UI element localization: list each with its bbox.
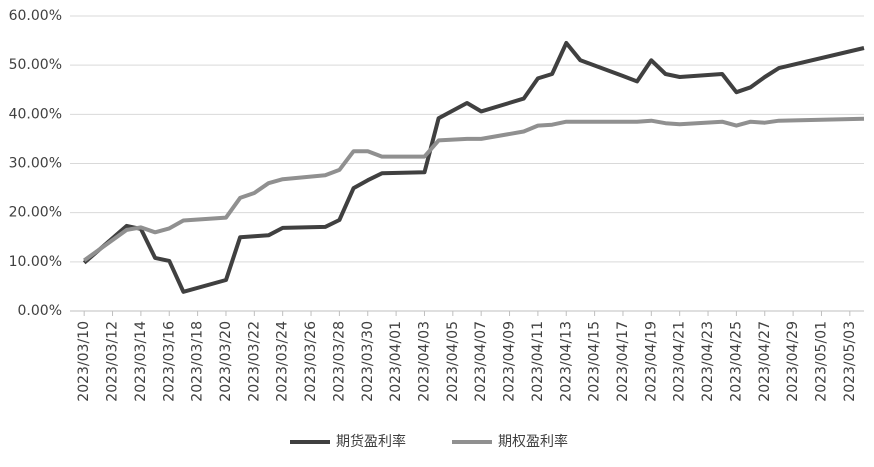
x-tick-label: 2023/04/29 [785,321,801,402]
x-tick-label: 2023/03/28 [331,321,347,402]
x-tick-label: 2023/03/24 [275,321,291,402]
x-tick-label: 2023/04/09 [502,321,518,402]
y-tick-label: 20.00% [9,205,62,221]
x-tick-label: 2023/03/10 [76,321,92,402]
x-tick-label: 2023/03/26 [303,321,319,402]
x-tick-label: 2023/04/25 [728,321,744,402]
x-tick-label: 2023/03/30 [360,321,376,402]
x-tick-label: 2023/04/19 [643,321,659,402]
x-tick-label: 2023/04/17 [615,321,631,402]
series-line [83,116,865,263]
x-tick-label: 2023/03/16 [161,321,177,402]
y-tick-label: 60.00% [9,8,62,24]
x-tick-label: 2023/04/05 [445,321,461,402]
y-tick-label: 10.00% [9,254,62,270]
x-tick-label: 2023/04/21 [672,321,688,402]
x-tick-label: 2023/03/12 [105,321,121,402]
x-tick-label: 2023/04/03 [416,321,432,402]
y-tick-label: 30.00% [9,156,62,172]
x-tick-label: 2023/04/07 [473,321,489,402]
x-tick-label: 2023/03/14 [133,321,149,402]
y-tick-label: 50.00% [9,57,62,73]
series-line [82,41,865,294]
y-tick-label: 0.00% [18,303,62,319]
x-tick-label: 2023/03/20 [218,321,234,402]
x-tick-label: 2023/04/23 [700,321,716,402]
x-tick-label: 2023/05/03 [842,321,858,402]
x-tick-label: 2023/04/11 [530,321,546,402]
x-tick-label: 2023/04/01 [388,321,404,402]
x-tick-label: 2023/04/27 [757,321,773,402]
x-tick-label: 2023/04/13 [558,321,574,402]
legend-label: 期权盈利率 [498,433,568,450]
y-tick-label: 40.00% [9,106,62,122]
legend-label: 期货盈利率 [336,433,406,450]
x-tick-label: 2023/05/01 [813,321,829,402]
x-tick-label: 2023/03/18 [190,321,206,402]
x-tick-label: 2023/03/22 [246,321,262,402]
x-tick-label: 2023/04/15 [587,321,603,402]
